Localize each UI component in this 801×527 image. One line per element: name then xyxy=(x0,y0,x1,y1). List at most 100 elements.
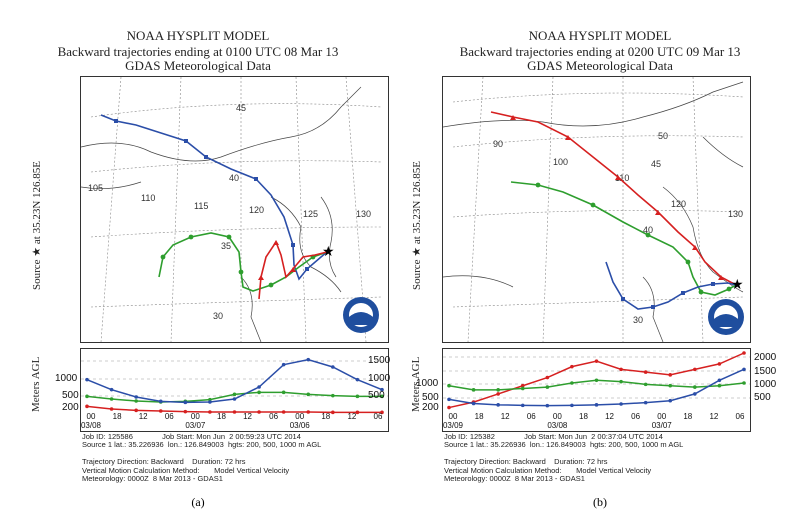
height-point-1-8 xyxy=(619,367,623,372)
x-tick-label: 00 xyxy=(87,412,96,421)
height-point-3-2 xyxy=(109,387,114,392)
height-point-3-8 xyxy=(619,402,623,406)
height-point-1-6 xyxy=(570,364,574,369)
height-point-1-4 xyxy=(158,409,163,413)
chart-subtitle: Backward trajectories ending at 0200 UTC… xyxy=(459,44,741,59)
meteorology: Meteorology: 0000Z 8 Mar 2013 - GDAS1 xyxy=(444,474,585,484)
source-star-icon: ★ xyxy=(322,245,335,260)
left-level-1000: 1000 xyxy=(416,378,439,389)
height-point-3-7 xyxy=(594,403,599,407)
x-tick-label: 18 xyxy=(321,412,330,421)
panel-b: NOAA HYSPLIT MODEL Backward trajectories… xyxy=(402,0,798,527)
height-point-1-4 xyxy=(520,383,525,388)
height-point-1-1 xyxy=(85,404,89,409)
height-plot: 00 18 12 06 00 18 12 06 00 18 12 06 03/08 03/07 03/06 xyxy=(80,348,389,432)
noaa-logo-text: noaa xyxy=(719,317,733,323)
date-label: 03/07 xyxy=(185,421,206,430)
x-tick-label: 12 xyxy=(605,412,614,421)
grid-label-6: 110 xyxy=(141,193,155,203)
height-point-2-6 xyxy=(570,381,574,385)
trajectory-500m-markers xyxy=(535,182,732,295)
height-point-2-5 xyxy=(545,385,550,389)
grid-label-1: 50 xyxy=(658,131,668,141)
x-tick-label: 06 xyxy=(374,412,383,421)
x-tick-label: 18 xyxy=(217,412,226,421)
height-point-3-7 xyxy=(232,397,237,401)
map-y-label: Source ★ at 35.23N 126.85E xyxy=(411,160,423,290)
height-point-2-13 xyxy=(380,394,384,399)
height-point-2-7 xyxy=(232,392,237,397)
trajectory-1000m-markers xyxy=(114,119,309,271)
height-point-3-12 xyxy=(717,378,722,383)
date-label: 03/08 xyxy=(547,421,568,430)
right-level-1500: 1500 xyxy=(754,366,777,377)
grid-label-4: 30 xyxy=(633,315,643,325)
height-point-2-12 xyxy=(717,383,722,388)
x-tick-label: 12 xyxy=(347,412,356,421)
height-point-2-2 xyxy=(109,397,114,401)
height-point-3-13 xyxy=(742,367,746,372)
job-id: Job ID: 125586 xyxy=(82,432,133,441)
height-point-2-10 xyxy=(306,392,311,397)
grid-label-9: 125 xyxy=(303,209,318,219)
height-point-3-4 xyxy=(520,403,525,408)
left-level-200: 200 xyxy=(422,402,439,413)
right-level-1000: 1000 xyxy=(368,373,391,384)
right-level-500: 500 xyxy=(754,392,771,403)
height-point-3-1 xyxy=(447,397,451,402)
height-point-1-3 xyxy=(496,392,500,396)
trajectory-200m-markers xyxy=(510,115,724,280)
left-level-500: 500 xyxy=(422,392,439,403)
grid-label-3: 35 xyxy=(221,241,231,251)
grid-label-9: 130 xyxy=(728,209,743,219)
height-point-1-7 xyxy=(594,359,599,363)
height-point-3-11 xyxy=(331,365,335,369)
grid-label-2: 40 xyxy=(229,173,239,183)
height-point-2-1 xyxy=(447,383,451,388)
meteorology: Meteorology: 0000Z 8 Mar 2013 - GDAS1 xyxy=(82,474,223,484)
date-label: 03/07 xyxy=(652,421,673,430)
grid-label-3: 40 xyxy=(643,225,653,235)
x-tick-label: 18 xyxy=(683,412,692,421)
chart-subtitle: Backward trajectories ending at 0100 UTC… xyxy=(57,44,339,59)
panel-label: (a) xyxy=(191,495,205,509)
height-point-1-11 xyxy=(693,367,697,372)
height-point-2-4 xyxy=(520,386,525,391)
height-point-1-9 xyxy=(281,410,286,414)
height-point-2-7 xyxy=(594,378,599,383)
height-point-3-9 xyxy=(643,400,648,405)
trajectory-direction: Trajectory Direction: Backward Duration:… xyxy=(82,457,246,467)
right-level-2000: 2000 xyxy=(754,352,777,363)
date-label: 03/08 xyxy=(81,421,102,430)
grid-label-8: 120 xyxy=(671,199,686,209)
chart-title: NOAA HYSPLIT MODEL xyxy=(126,28,270,43)
grid-label-7: 115 xyxy=(194,201,208,211)
height-point-3-6 xyxy=(570,403,574,408)
height-point-3-4 xyxy=(158,399,163,404)
height-point-3-3 xyxy=(134,395,138,399)
height-point-1-12 xyxy=(355,410,360,415)
left-level-200: 200 xyxy=(62,402,79,413)
x-tick-label: 00 xyxy=(295,412,304,421)
x-tick-label: 00 xyxy=(657,412,666,421)
source-info: Source 1 lat.: 35.226936 lon.: 126.84900… xyxy=(82,440,322,450)
trajectory-200m xyxy=(258,240,328,300)
panel-label: (b) xyxy=(593,495,607,509)
source-info: Source 1 lat.: 35.226936 lon.: 126.84900… xyxy=(444,440,684,450)
height-point-1-8 xyxy=(257,410,261,414)
height-point-3-9 xyxy=(281,362,286,367)
x-tick-label: 12 xyxy=(709,412,718,421)
height-point-3-2 xyxy=(471,401,476,406)
job-id: Job ID: 125382 xyxy=(444,432,495,441)
date-label: 03/06 xyxy=(290,421,311,430)
height-point-3-1 xyxy=(85,377,89,382)
height-point-3-10 xyxy=(668,398,673,403)
grid-label-7: 110 xyxy=(615,173,629,183)
trajectory-200m xyxy=(490,111,737,286)
height-point-2-10 xyxy=(668,383,673,388)
height-point-2-11 xyxy=(693,385,697,389)
job-info: Job ID: 125382 Job Start: Mon Jun 2 00:3… xyxy=(444,432,684,484)
height-point-3-3 xyxy=(496,403,500,407)
height-point-1-5 xyxy=(545,375,550,380)
x-tick-label: 06 xyxy=(736,412,745,421)
